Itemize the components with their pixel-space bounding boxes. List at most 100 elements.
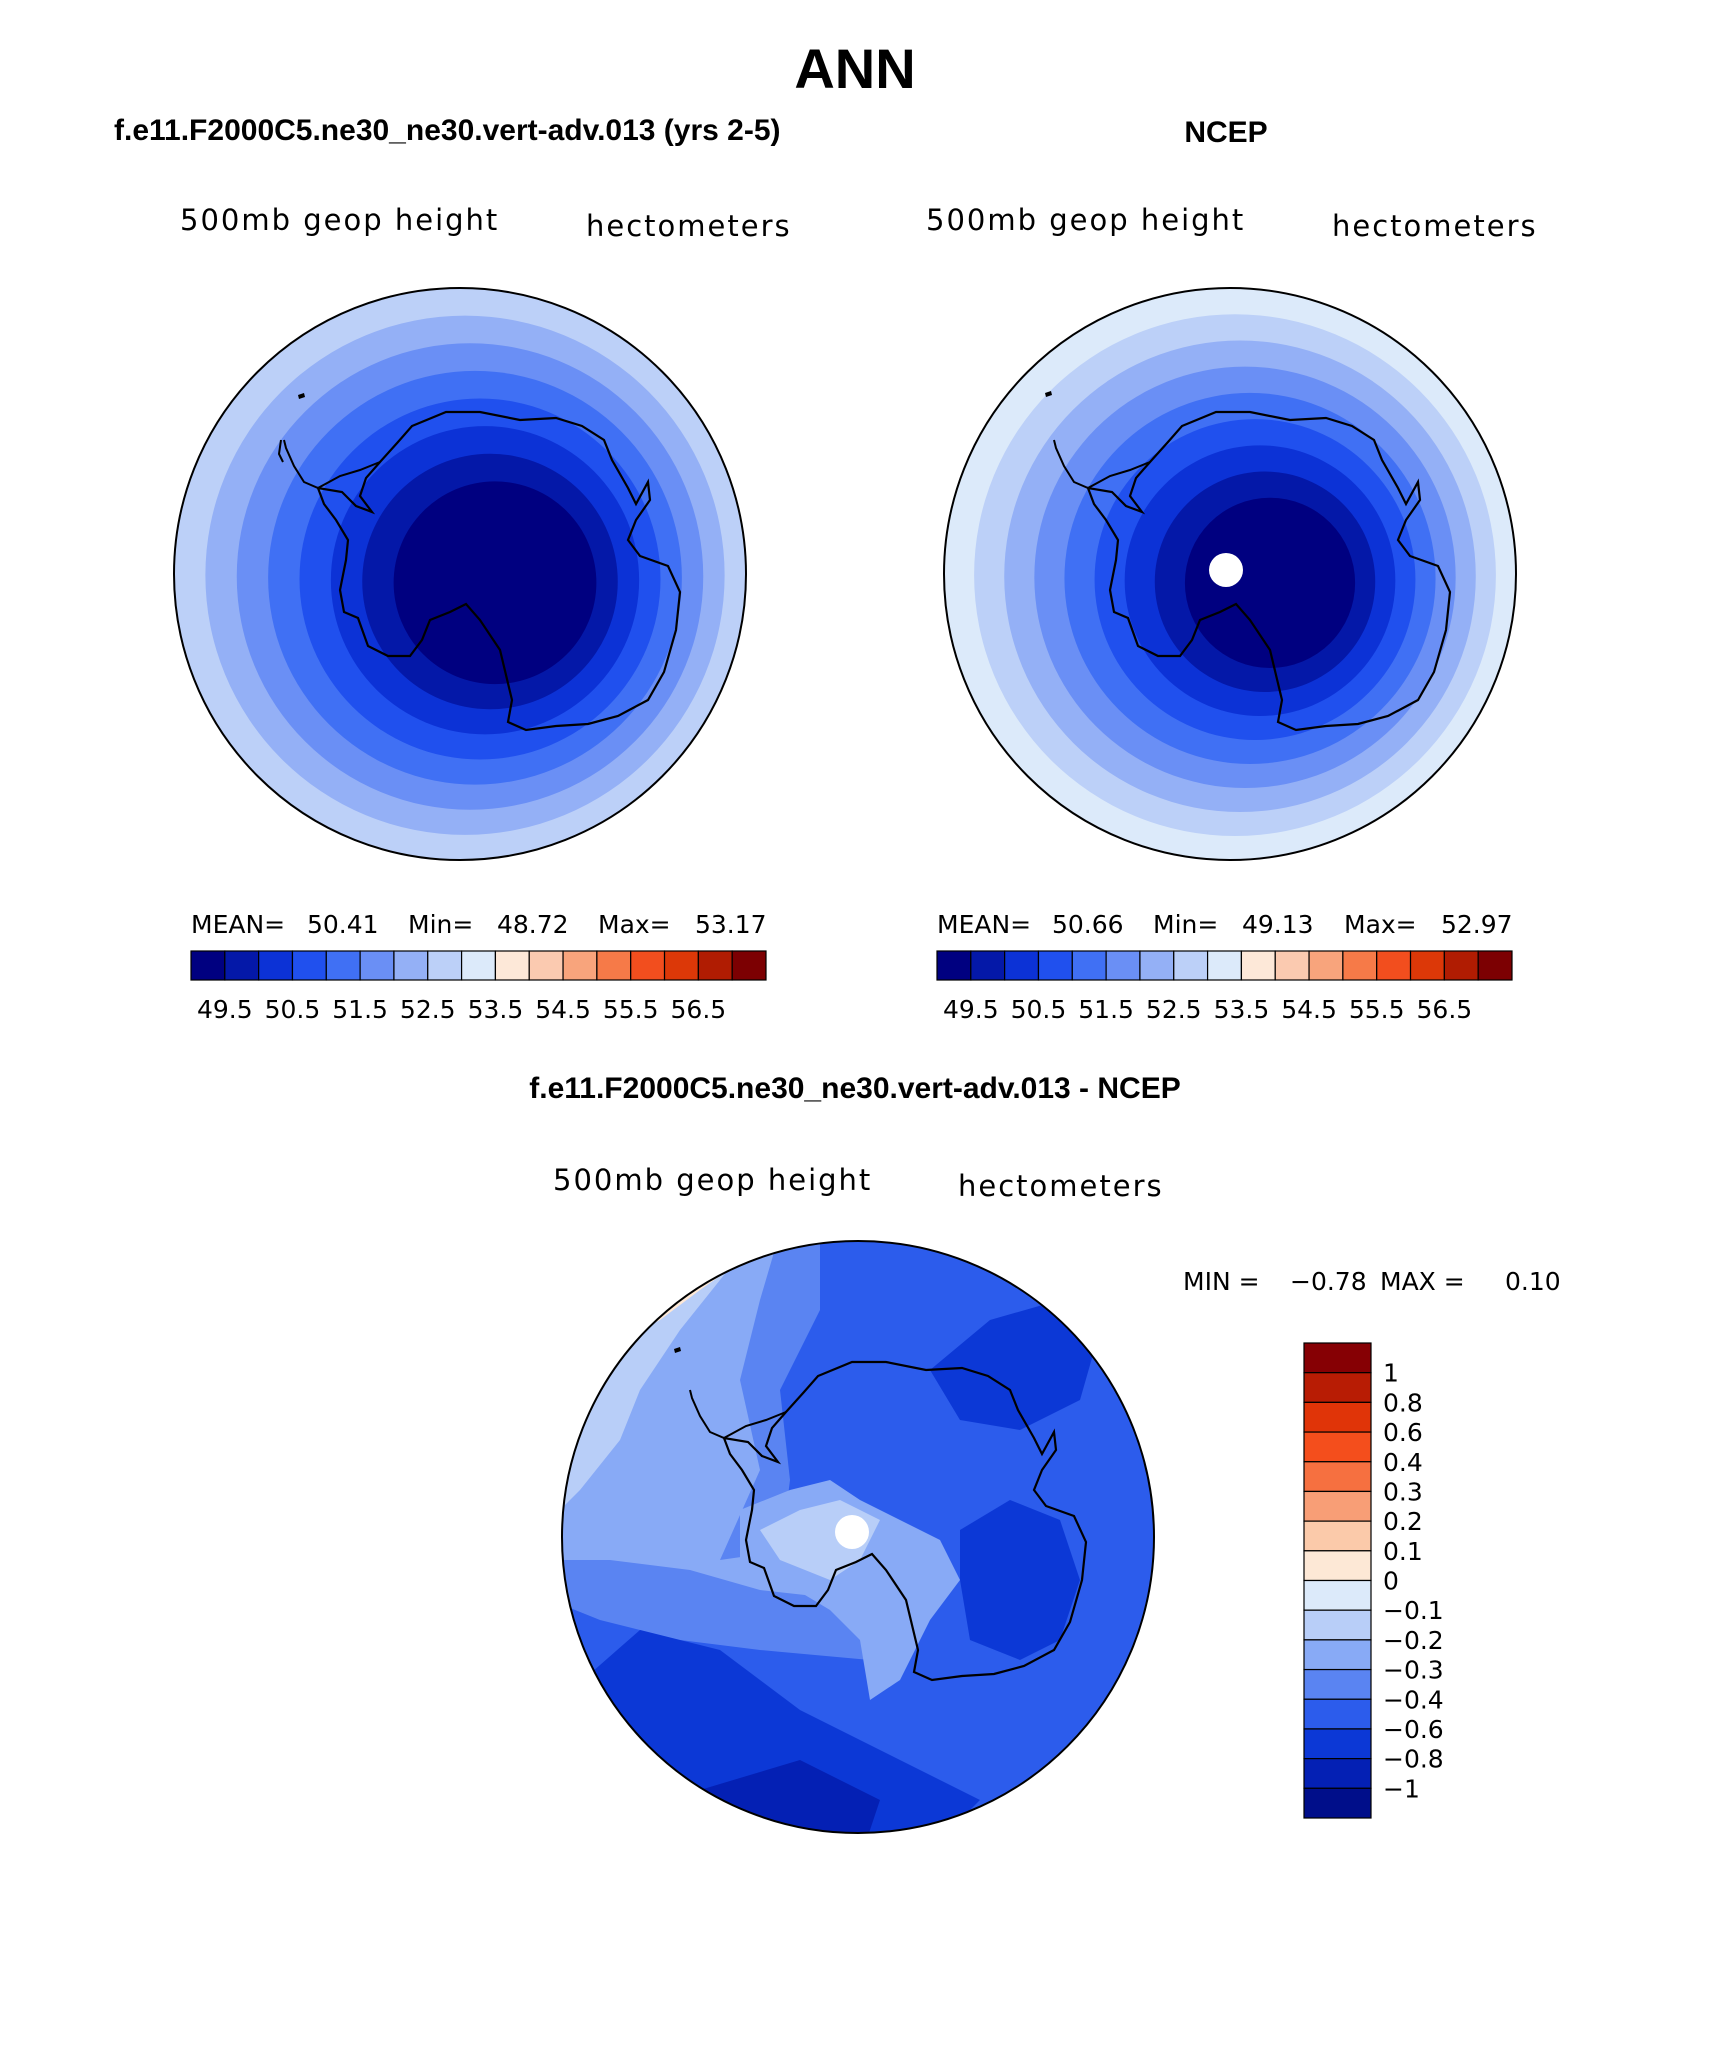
colorbar-swatch: [427, 950, 463, 981]
panel-obs-max-value: 52.97: [1441, 910, 1513, 939]
panel-model-map-border: [173, 287, 747, 861]
panel-diff-antarctica-coastline: [722, 1360, 1088, 1682]
colorbar-swatch: [325, 950, 361, 981]
colorbar-tick-label: −1: [1383, 1774, 1420, 1803]
panel-diff-island: [674, 1347, 681, 1353]
diff-region-south-minus0.8: [700, 1760, 880, 1833]
colorbar-swatch: [1308, 950, 1344, 981]
diff-region-north-minus0.6: [930, 1300, 1100, 1430]
figure-title: ANN: [794, 37, 915, 100]
colorbar-tick-label: 51.5: [332, 995, 388, 1024]
panel-diff-peninsula-coastline: [689, 1389, 787, 1440]
panel-diff: f.e11.F2000C5.ne30_ne30.vert-adv.013 - N…: [529, 1072, 1561, 1834]
colorbar-swatch: [393, 950, 429, 981]
panel-model-peninsula-coastline: [283, 439, 381, 490]
colorbar-swatch: [1303, 1342, 1372, 1374]
colorbar-tick-label: 54.5: [1281, 995, 1337, 1024]
colorbar-swatch: [1409, 950, 1445, 981]
panel-obs-pole-marker: [1209, 553, 1243, 587]
colorbar-swatch: [190, 950, 226, 981]
colorbar-tick-label: 55.5: [1349, 995, 1405, 1024]
colorbar-tick-label: 0.3: [1383, 1477, 1423, 1506]
colorbar-swatch: [1303, 1490, 1372, 1522]
panel-model-header: f.e11.F2000C5.ne30_ne30.vert-adv.013 (yr…: [114, 114, 781, 147]
panel-obs-max-label: Max=: [1344, 910, 1417, 939]
colorbar-tick-label: 55.5: [603, 995, 659, 1024]
colorbar-tick-label: −0.4: [1383, 1685, 1444, 1714]
colorbar-swatch: [1443, 950, 1479, 981]
colorbar-swatch: [936, 950, 972, 981]
panel-model-variable-label: 500mb geop height: [180, 203, 499, 237]
colorbar-swatch: [291, 950, 327, 981]
panel-model-max-value: 53.17: [695, 910, 767, 939]
colorbar-swatch: [630, 950, 666, 981]
colorbar-swatch: [258, 950, 294, 981]
colorbar-tick-label: −0.3: [1383, 1656, 1444, 1685]
colorbar-swatch: [1139, 950, 1175, 981]
panel-model-island: [298, 393, 305, 399]
colorbar-tick-label: 0: [1383, 1567, 1399, 1596]
panel-diff-colorbar: 10.80.60.40.30.20.10−0.1−0.2−0.3−0.4−0.6…: [1303, 1342, 1444, 1819]
colorbar-swatch: [1303, 1639, 1372, 1671]
panel-obs-island: [1045, 391, 1052, 397]
panel-model-units-label: hectometers: [586, 209, 792, 243]
panel-obs-mean-label: MEAN=: [937, 910, 1031, 939]
colorbar-swatch: [224, 950, 260, 981]
panel-model-contour-rings: [174, 288, 746, 860]
colorbar-tick-label: 52.5: [1146, 995, 1202, 1024]
colorbar-swatch: [1303, 1758, 1372, 1789]
panel-obs-peninsula-coastline: [1053, 439, 1151, 490]
panel-model-min-value: 48.72: [497, 910, 569, 939]
colorbar-tick-label: 50.5: [265, 995, 321, 1024]
panel-model-max-label: Max=: [598, 910, 671, 939]
colorbar-tick-label: 53.5: [1214, 995, 1270, 1024]
colorbar-tick-label: 56.5: [1417, 995, 1473, 1024]
colorbar-tick-label: −0.8: [1383, 1745, 1444, 1774]
panel-diff-variable-label: 500mb geop height: [553, 1163, 872, 1197]
colorbar-swatch: [1303, 1728, 1372, 1760]
colorbar-swatch: [1342, 950, 1378, 981]
panel-obs: NCEP 500mb geop height hectometers MEAN=…: [926, 116, 1538, 1024]
colorbar-tick-label: 0.8: [1383, 1388, 1423, 1417]
colorbar-swatch: [1274, 950, 1310, 981]
colorbar-swatch: [1037, 950, 1073, 981]
colorbar-tick-label: 54.5: [535, 995, 591, 1024]
colorbar-swatch: [731, 950, 767, 981]
colorbar-tick-label: 53.5: [468, 995, 524, 1024]
colorbar-swatch: [1477, 950, 1513, 981]
colorbar-tick-label: 0.1: [1383, 1537, 1423, 1566]
colorbar-swatch: [1303, 1668, 1372, 1700]
colorbar-swatch: [1303, 1698, 1372, 1730]
panel-obs-min-value: 49.13: [1242, 910, 1314, 939]
colorbar-tick-label: 0.6: [1383, 1418, 1423, 1447]
panel-obs-units-label: hectometers: [1332, 209, 1538, 243]
panel-obs-variable-label: 500mb geop height: [926, 203, 1245, 237]
contour-band: [1184, 497, 1356, 668]
panel-diff-map-border: [561, 1240, 1155, 1834]
panel-diff-min-label: MIN =: [1183, 1267, 1260, 1296]
panel-diff-pole-marker: [835, 1515, 869, 1549]
panel-obs-map-border: [943, 287, 1517, 861]
colorbar-tick-label: 0.2: [1383, 1507, 1423, 1536]
colorbar-swatch: [1004, 950, 1040, 981]
colorbar-swatch: [528, 950, 564, 981]
colorbar-swatch: [1303, 1431, 1372, 1463]
colorbar-swatch: [359, 950, 395, 981]
colorbar-swatch: [1303, 1372, 1372, 1403]
colorbar-tick-label: −0.6: [1383, 1715, 1444, 1744]
colorbar-tick-label: 1: [1383, 1359, 1399, 1388]
panel-diff-max-label: MAX =: [1380, 1267, 1465, 1296]
panel-obs-mean-value: 50.66: [1052, 910, 1124, 939]
panel-model-mean-label: MEAN=: [191, 910, 285, 939]
panel-model-colorbar: 49.5 50.5 51.5 52.5 53.5 54.5 55.5 56.5: [190, 950, 767, 1024]
colorbar-tick-label: 56.5: [671, 995, 727, 1024]
panel-model-island: [277, 439, 284, 463]
colorbar-tick-label: 50.5: [1011, 995, 1067, 1024]
panel-diff-units-label: hectometers: [958, 1169, 1164, 1203]
colorbar-swatch: [1071, 950, 1107, 981]
colorbar-swatch: [697, 950, 733, 981]
colorbar-swatch: [1303, 1579, 1372, 1611]
colorbar-swatch: [1303, 1609, 1372, 1641]
colorbar-swatch: [1105, 950, 1141, 981]
